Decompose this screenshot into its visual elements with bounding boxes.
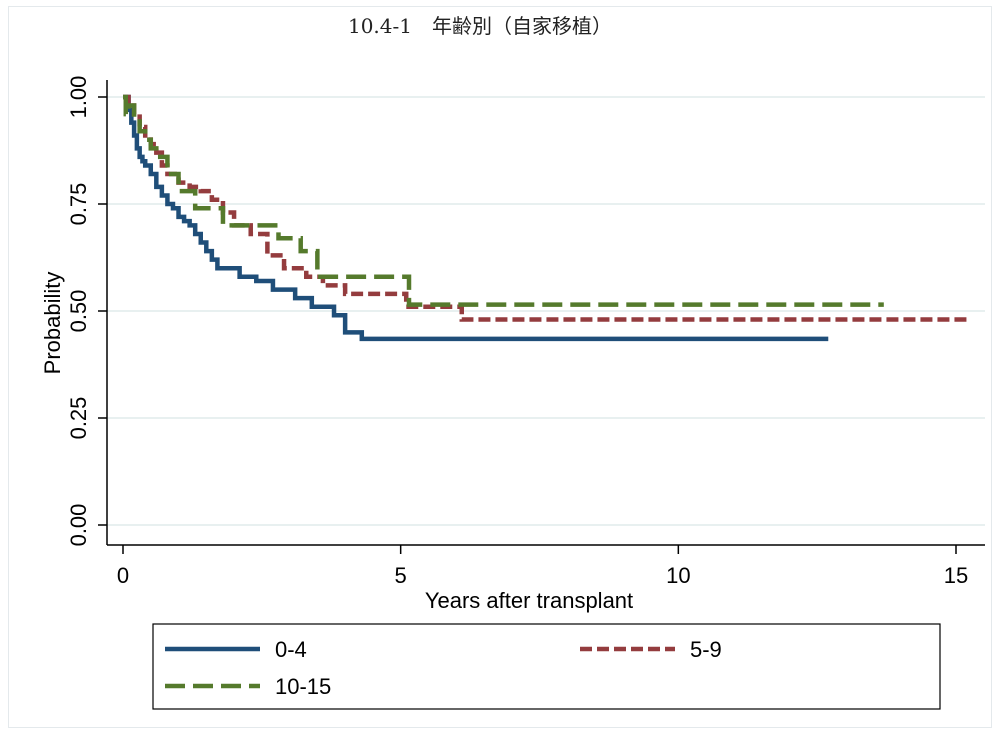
legend-label-0-4: 0-4 [275,637,307,662]
x-tick-label-3: 15 [944,563,968,588]
series-line-5-9 [123,94,968,322]
legend-label-5-9: 5-9 [690,637,722,662]
legend: 0-4 5-9 10-15 [152,623,941,710]
series-line-0-4 [123,94,829,342]
x-tick-label-2: 10 [666,563,690,588]
x-axis-title: Years after transplant [425,588,633,613]
series-line-10-15 [123,94,884,307]
x-tick-label-1: 5 [395,563,407,588]
y-tick-label-3: 0.75 [66,183,91,226]
axes [106,80,985,546]
x-tick-label-0: 0 [117,563,129,588]
y-ticks: 0.00 0.25 0.50 0.75 1.00 [66,76,107,547]
legend-box [152,623,941,710]
y-tick-label-4: 1.00 [66,76,91,119]
legend-label-10-15: 10-15 [275,674,331,699]
x-ticks: 0 5 10 15 [117,545,968,588]
chart-title: 10.4-1 年齢別（自家移植） [347,14,612,38]
chart-frame [8,6,992,728]
series-lines [123,94,968,342]
y-tick-label-2: 0.50 [66,290,91,333]
grid-lines [107,96,985,526]
y-axis-title: Probability [40,272,65,375]
y-tick-label-1: 0.25 [66,397,91,440]
y-tick-label-0: 0.00 [66,504,91,547]
